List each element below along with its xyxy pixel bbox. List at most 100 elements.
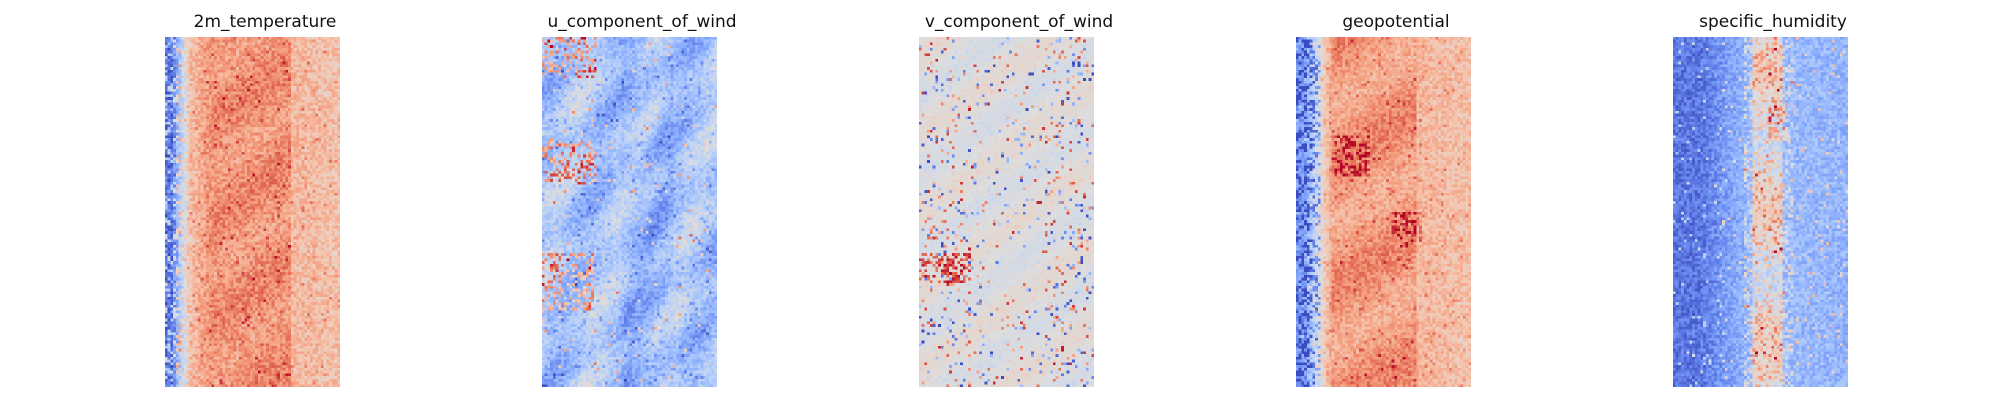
heatmap-cell [225,50,228,54]
heatmap-cell [225,157,228,161]
heatmap-cell [186,119,190,122]
heatmap-cell [315,50,319,54]
heatmap-cell [277,154,280,158]
heatmap-cell [189,157,193,161]
heatmap-cell [216,244,220,248]
heatmap-cell [298,162,302,166]
heatmap-cell [227,86,231,90]
heatmap-cell [279,140,283,144]
heatmap-cell [170,157,174,161]
heatmap-cell [247,140,250,144]
heatmap-cell [165,121,168,125]
heatmap-cell [175,231,179,234]
heatmap-cell [320,135,324,139]
heatmap-cell [298,157,302,161]
heatmap-cell [290,242,294,245]
heatmap-cell [255,78,259,81]
heatmap-cell [331,53,335,57]
heatmap-cell [277,176,280,180]
heatmap-cell [296,88,300,92]
heatmap-cell [260,181,264,185]
heatmap-cell [307,45,310,48]
heatmap-cell [255,132,259,136]
heatmap-cell [312,140,316,144]
heatmap-cell [288,113,291,117]
heatmap-cell [309,160,313,163]
heatmap-cell [334,110,338,114]
heatmap-cell [225,181,228,185]
heatmap-cell [222,206,226,210]
heatmap-cell [219,42,223,46]
heatmap-cell [222,179,226,182]
heatmap-cell [249,151,253,155]
heatmap-cell [173,94,176,98]
heatmap-cell [247,173,250,177]
heatmap-cell [214,236,218,240]
heatmap-cell [288,149,291,152]
heatmap-cell [329,162,332,166]
heatmap-cell [244,86,248,90]
heatmap-cell [238,86,242,90]
heatmap-cell [200,53,204,57]
heatmap-cell [195,61,198,65]
heatmap-cell [225,214,228,218]
heatmap-cell [244,91,248,95]
heatmap-cell [320,140,324,144]
heatmap-cell [331,242,335,245]
heatmap-cell [178,203,182,207]
heatmap-cell [225,105,228,109]
heatmap-cell [241,129,245,133]
heatmap-cell [219,143,223,147]
heatmap-cell [279,242,283,245]
heatmap-cell [206,75,209,79]
heatmap-cell [290,212,294,215]
heatmap-cell [233,151,237,155]
heatmap-cell [309,143,313,147]
heatmap-cell [260,212,264,215]
heatmap-cell [219,179,223,182]
heatmap-cell [320,190,324,193]
heatmap-cell [178,99,182,103]
heatmap-cell [249,124,253,128]
heatmap-cell [211,143,215,147]
heatmap-cell [227,72,231,76]
heatmap-cell [293,220,297,223]
heatmap-cell [178,162,182,166]
heatmap-cell [323,236,327,240]
heatmap-cell [334,165,338,169]
heatmap-cell [337,42,340,46]
heatmap-cell [200,45,204,48]
heatmap-cell [274,236,278,240]
heatmap-cell [200,157,204,161]
heatmap-cell [312,67,316,70]
heatmap-cell [225,132,228,136]
heatmap-cell [288,157,291,161]
heatmap-cell [293,149,297,152]
heatmap-cell [285,80,289,84]
heatmap-cell [195,217,198,221]
heatmap-cell [296,78,300,81]
heatmap-cell [195,170,198,174]
heatmap-cell [307,149,310,152]
heatmap-cell [293,214,297,218]
heatmap-cell [247,233,250,237]
heatmap-cell [260,143,264,147]
heatmap-cell [337,47,340,51]
heatmap-cell [173,195,176,199]
heatmap-cell [170,132,174,136]
heatmap-cell [290,198,294,202]
heatmap-cell [241,192,245,196]
heatmap-cell [186,102,190,106]
heatmap-cell [178,97,182,100]
heatmap-cell [279,214,283,218]
heatmap-cell [181,212,185,215]
heatmap-cell [271,132,275,136]
heatmap-cell [318,94,321,98]
heatmap-cell [312,83,316,87]
heatmap-cell [285,105,289,109]
heatmap-cell [214,80,218,84]
heatmap-cell [225,97,228,100]
heatmap-cell [165,170,168,174]
heatmap-cell [326,124,330,128]
heatmap-cell [216,140,220,144]
